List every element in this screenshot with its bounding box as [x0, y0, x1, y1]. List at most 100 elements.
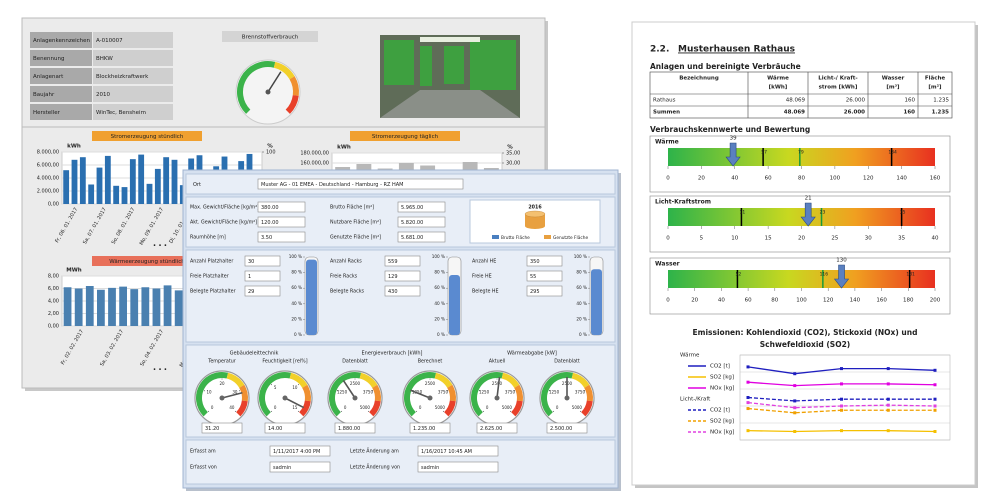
rating-tick-label: 10 — [731, 236, 738, 242]
series-point — [886, 408, 890, 412]
gauge-tick-label: 1250 — [337, 390, 348, 395]
rating-mark-label: 57 — [761, 150, 767, 156]
cylinder-body — [525, 214, 545, 226]
gauge-band — [237, 61, 276, 114]
gauge-value-box — [201, 422, 243, 434]
level-tick-label: 60 % — [434, 285, 445, 290]
gauge-tick — [336, 390, 338, 392]
field-value: 29 — [248, 289, 254, 295]
gauge-tick-label: 20 — [219, 381, 225, 386]
series-point — [840, 382, 843, 386]
gauge-tick-label: 5000 — [435, 405, 446, 410]
bar — [79, 157, 86, 204]
series-point — [933, 383, 937, 387]
gauge-band — [447, 384, 456, 402]
gauge-band — [285, 94, 299, 114]
rating-box — [649, 257, 951, 315]
bar — [163, 285, 172, 326]
level-tick-label: 20 % — [434, 316, 445, 321]
gauge-tick — [584, 390, 586, 392]
info-value-cell — [93, 86, 173, 102]
meta-value: 1/16/2017 10:45 AM — [421, 449, 472, 455]
y-tick-label: 180.000,00 — [300, 151, 329, 157]
gauge-band — [501, 372, 520, 389]
info-value: A-010007 — [96, 38, 123, 44]
series-point — [933, 397, 937, 401]
gauge-hub — [352, 395, 358, 401]
gauge-needle — [496, 377, 501, 399]
gauge-needle — [410, 389, 431, 399]
field-value-box — [257, 201, 306, 213]
more-indicator: • • • — [153, 243, 167, 250]
gauge-tick-label: 3750 — [575, 390, 586, 395]
series-point — [746, 380, 750, 384]
legend-label: Brutto Fläche — [501, 235, 530, 241]
level-tick-label: 40 % — [576, 301, 587, 306]
meta-value: sadmin — [273, 465, 291, 471]
series-point — [933, 408, 937, 412]
series-point — [746, 396, 750, 399]
gauge-hub — [427, 395, 433, 401]
series-point — [793, 372, 797, 376]
gauge-name: Datenblatt — [342, 359, 368, 365]
bar — [119, 286, 127, 326]
gauge-band — [302, 384, 311, 402]
gauge-tick — [447, 390, 449, 392]
level-tick-label: 20 % — [291, 316, 302, 321]
level-tick-label: 40 % — [434, 301, 445, 306]
gauge-tick-label: 3750 — [438, 390, 449, 395]
plant-photo-machine — [420, 46, 432, 86]
chart-title-bar — [92, 256, 202, 266]
rating-tick-label: 0 — [666, 176, 670, 182]
gauge-tick — [367, 410, 369, 412]
field-label: Anzahl HE — [472, 259, 496, 265]
field-value-box — [526, 285, 563, 297]
bar — [85, 286, 94, 326]
cylinder-top — [524, 210, 546, 218]
field-label: Anzahl Racks — [330, 259, 362, 265]
bar — [138, 154, 145, 204]
gauge-tick-label: 5000 — [572, 405, 583, 410]
series-point — [886, 403, 890, 407]
gauge-tick — [341, 410, 343, 412]
rating-tick-label: 100 — [830, 176, 841, 182]
rating-value-label: 130 — [836, 258, 847, 264]
info-label-cell — [30, 68, 92, 84]
rating-tick-label: 100 — [796, 298, 807, 304]
gauge-band — [329, 372, 362, 417]
field-value: 120.00 — [261, 220, 279, 226]
meta-value-box — [417, 461, 499, 473]
rating-mark-label: 116 — [820, 272, 829, 278]
gauge-tick-label: 30 — [232, 390, 238, 395]
gauge-tick — [429, 378, 431, 380]
series-point — [933, 430, 937, 433]
rating-arrow — [800, 202, 816, 227]
rating-mark-label: 79 — [798, 150, 804, 156]
bar — [88, 184, 95, 204]
field-value-box — [397, 201, 446, 213]
info-label: Anlagenkennzeichen — [33, 38, 91, 44]
meta-label: Letzte Änderung von — [350, 464, 400, 471]
field-label: Max. Gewicht/Fläche [kg/m²] — [190, 205, 259, 211]
y-tick-label: 6,00 — [48, 286, 59, 292]
table-title: Anlagen und bereinigte Verbräuche — [650, 62, 801, 71]
info-label-cell — [30, 86, 92, 102]
rating-tick-label: 0 — [666, 298, 670, 304]
bar — [63, 287, 72, 326]
gauge-value: 14.00 — [268, 426, 282, 432]
chart-title-bar — [350, 131, 460, 141]
gauge-name: Temperatur — [207, 359, 236, 365]
series-point — [746, 401, 750, 405]
field-value: 430 — [388, 289, 398, 295]
info-label-cell — [30, 50, 92, 66]
chart-title: Stromerzeugung täglich — [372, 134, 439, 140]
gauge-value-box — [546, 422, 588, 434]
chart-title: Wärmeerzeugung stündlich — [109, 259, 185, 265]
field-value: 350 — [530, 259, 540, 265]
level-fill — [449, 275, 460, 335]
bar — [171, 159, 178, 204]
table-cell: 160 — [904, 110, 916, 116]
series-point — [933, 404, 937, 408]
series-point — [793, 384, 797, 388]
